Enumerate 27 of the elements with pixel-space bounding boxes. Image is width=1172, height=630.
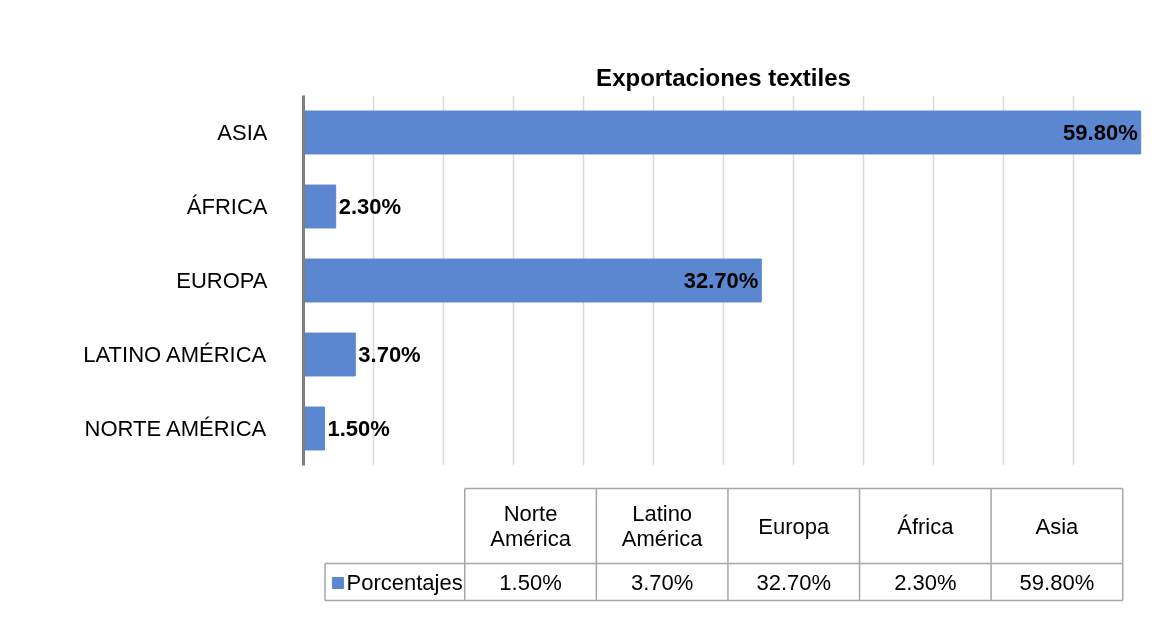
text: África: [897, 513, 955, 539]
text: 1.50%: [499, 569, 562, 595]
y-tick-label: EUROPA: [176, 268, 268, 293]
chart-title: Exportaciones textiles: [596, 63, 851, 91]
y-tick-label: ASIA: [217, 120, 268, 145]
y-tick-label: NORTE AMÉRICA: [84, 416, 267, 441]
bar: [303, 406, 325, 451]
data-label: 3.70%: [358, 342, 421, 367]
data-label: 1.50%: [327, 416, 390, 441]
y-tick-label: ÁFRICA: [186, 194, 268, 219]
data-label: 59.80%: [1063, 120, 1138, 145]
text: 32.70%: [756, 569, 832, 595]
text: 2.30%: [894, 569, 957, 595]
bar: [303, 258, 762, 303]
text: Asia: [1035, 513, 1080, 539]
text: 3.70%: [630, 569, 694, 595]
data-label: 32.70%: [683, 268, 759, 293]
bar: [303, 332, 356, 377]
text: Europa: [758, 513, 830, 539]
data-label: 2.30%: [338, 194, 402, 219]
text: Norte América: [490, 501, 572, 551]
bar: [303, 184, 337, 229]
text: 59.80%: [1019, 569, 1095, 595]
y-tick-label: LATINO AMÉRICA: [83, 342, 267, 367]
bar: [303, 110, 1142, 155]
text: Latino América: [621, 501, 704, 551]
legend-label: Porcentajes: [346, 569, 463, 595]
